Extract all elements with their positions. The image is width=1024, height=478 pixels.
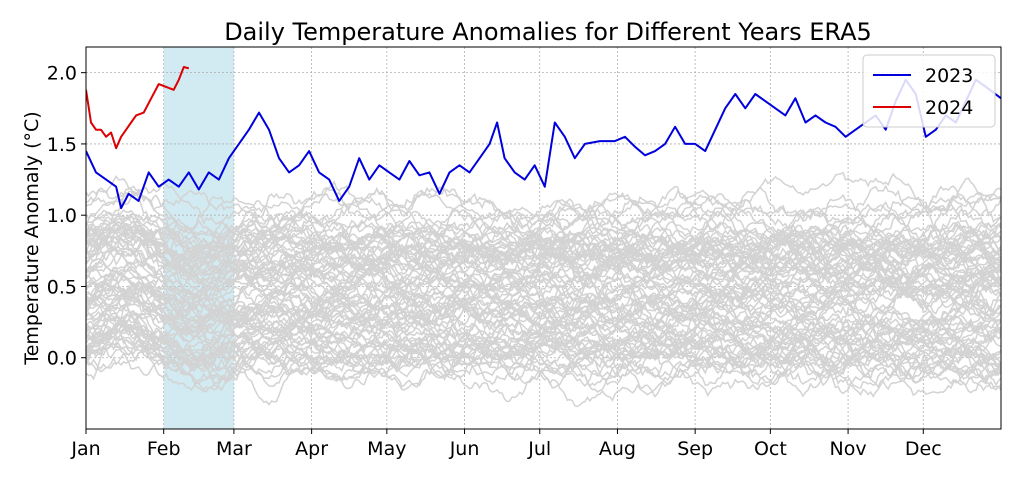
axes-frame [85, 46, 1002, 430]
background-year-line [86, 235, 1001, 298]
background-year-line [86, 274, 1001, 335]
chart-title: Daily Temperature Anomalies for Differen… [224, 18, 872, 46]
background-year-line [86, 271, 1001, 346]
background-year-line [86, 214, 1001, 274]
background-year-line [86, 221, 1001, 274]
background-year-line [86, 268, 1001, 327]
x-tick-label: Oct [754, 438, 787, 460]
background-year-line [86, 332, 1001, 406]
background-year-line [86, 209, 1001, 271]
background-year-line [86, 314, 1001, 380]
y-tick-label: 1.0 [47, 205, 77, 227]
series-line-2024 [86, 66, 190, 150]
x-tick-label: Aug [599, 438, 636, 460]
y-tick-label: 0.5 [47, 276, 77, 298]
background-year-line [86, 210, 1001, 267]
y-tick-label: 0.0 [47, 348, 77, 370]
legend-box [862, 54, 996, 128]
y-tick-label: 1.5 [47, 134, 77, 156]
series-line-2023 [86, 78, 1001, 210]
background-year-line [86, 175, 1001, 230]
background-year-line [86, 267, 1001, 319]
x-tick-label: Dec [905, 438, 942, 460]
plot-area: Jan Feb Mar Apr May Jun Jul Aug Sep Oct Nov Dec 0.0 0… [47, 46, 1002, 460]
x-tick-label: Apr [295, 438, 328, 460]
x-tick-label: Jan [70, 438, 100, 460]
background-year-line [86, 171, 1001, 244]
x-tick-label: Sep [677, 438, 713, 460]
legend: 2023 2024 [862, 54, 996, 128]
y-axis-label: Temperature Anomaly (°C) [21, 111, 43, 365]
legend-label-2023: 2023 [925, 65, 973, 87]
background-year-line [86, 293, 1001, 367]
background-year-line [86, 318, 1001, 391]
x-tick-label: Jul [527, 438, 551, 460]
background-year-line [86, 329, 1001, 379]
background-year-line [86, 235, 1001, 314]
background-year-line [86, 184, 1001, 242]
background-year-line [86, 257, 1001, 305]
x-tick-label: May [367, 438, 406, 460]
background-year-line [86, 207, 1001, 275]
background-year-line [86, 177, 1001, 244]
x-tick-label: Jun [449, 438, 480, 460]
y-tick-label: 2.0 [47, 63, 77, 85]
background-year-line [86, 329, 1001, 408]
x-tick-label: Nov [830, 438, 867, 460]
x-tick-label: Feb [147, 438, 181, 460]
x-tick-label: Mar [216, 438, 252, 460]
legend-label-2024: 2024 [925, 97, 973, 119]
series-group [86, 66, 1001, 408]
background-year-line [86, 304, 1001, 366]
